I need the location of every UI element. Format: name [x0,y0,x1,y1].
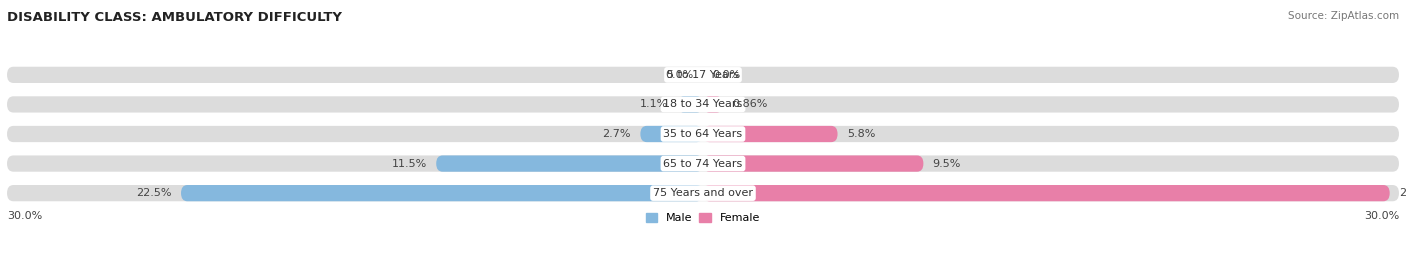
FancyBboxPatch shape [181,185,703,201]
FancyBboxPatch shape [703,96,723,113]
Text: 35 to 64 Years: 35 to 64 Years [664,129,742,139]
Text: 22.5%: 22.5% [136,188,172,198]
FancyBboxPatch shape [7,96,1399,113]
Text: DISABILITY CLASS: AMBULATORY DIFFICULTY: DISABILITY CLASS: AMBULATORY DIFFICULTY [7,11,342,24]
FancyBboxPatch shape [436,155,703,172]
Text: 0.0%: 0.0% [713,70,741,80]
Text: 18 to 34 Years: 18 to 34 Years [664,99,742,109]
Text: 0.86%: 0.86% [733,99,768,109]
Text: 5 to 17 Years: 5 to 17 Years [666,70,740,80]
Text: 1.1%: 1.1% [640,99,668,109]
Text: 65 to 74 Years: 65 to 74 Years [664,159,742,169]
FancyBboxPatch shape [678,96,703,113]
Text: 30.0%: 30.0% [1364,211,1399,221]
FancyBboxPatch shape [703,185,1389,201]
FancyBboxPatch shape [7,185,1399,201]
Text: 11.5%: 11.5% [392,159,427,169]
Text: 75 Years and over: 75 Years and over [652,188,754,198]
Text: 30.0%: 30.0% [7,211,42,221]
FancyBboxPatch shape [7,67,1399,83]
Text: 0.0%: 0.0% [665,70,693,80]
Text: 5.8%: 5.8% [846,129,875,139]
FancyBboxPatch shape [7,126,1399,142]
FancyBboxPatch shape [703,126,838,142]
FancyBboxPatch shape [7,155,1399,172]
Text: Source: ZipAtlas.com: Source: ZipAtlas.com [1288,11,1399,21]
FancyBboxPatch shape [640,126,703,142]
Legend: Male, Female: Male, Female [641,209,765,228]
Text: 9.5%: 9.5% [932,159,962,169]
FancyBboxPatch shape [703,155,924,172]
Text: 29.6%: 29.6% [1399,188,1406,198]
Text: 2.7%: 2.7% [603,129,631,139]
